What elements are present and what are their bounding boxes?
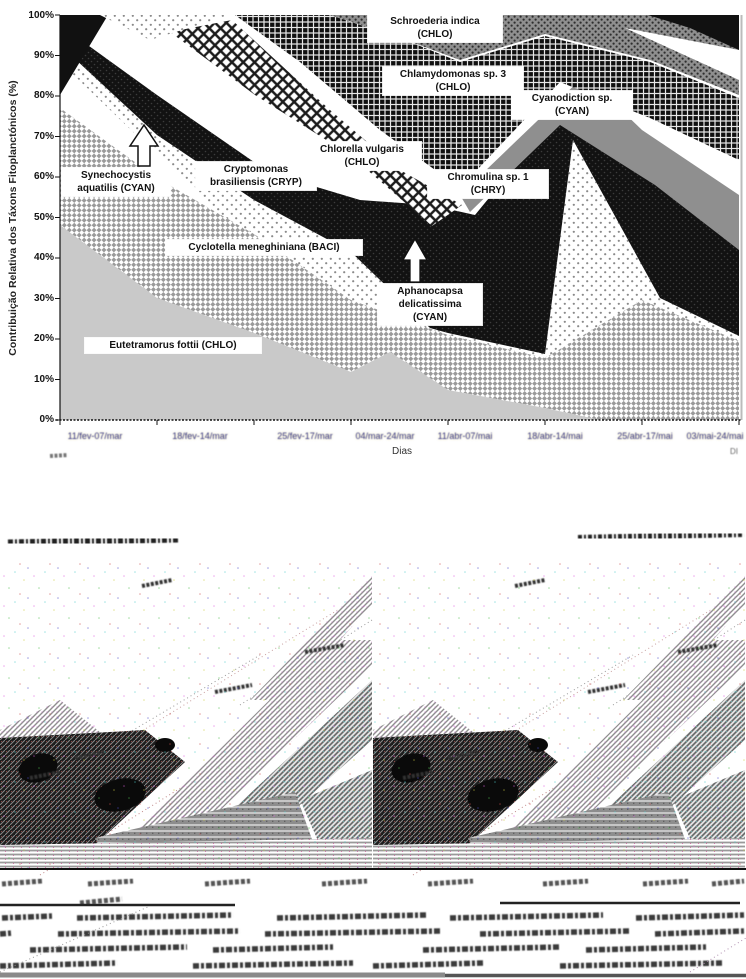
x-tick-2: 18/fev-14/mar [172,431,228,441]
y-tick-10: 10% [33,374,54,385]
x-tick-3: 25/fev-17/mar [277,431,333,441]
area-topright-black [648,15,739,50]
area-eutetramorus [60,225,739,420]
x-tick-5: 11/abr-07/mai [437,431,493,441]
label-chromulina: Chromulina sp. 1 (CHRY) [428,170,548,198]
legend-diagonal-right [689,937,746,973]
y-tick-50: 50% [33,212,54,223]
legend-diagonal-left [0,905,151,973]
area-cyclotella [60,108,739,420]
x-axis-title: Dias [392,446,413,457]
corrupted-legend-rows [0,912,745,969]
area-topleft-black [60,15,108,95]
area-cryptomonas [60,45,739,358]
area-chlamydomonas [235,15,739,188]
x-tick-1: 11/fev-07/mar [67,431,123,441]
x-tick-6: 18/abr-14/mai [527,431,583,441]
x-tick-marks [59,420,740,425]
corrupted-chart-canvas [0,531,746,978]
label-cyanodiction: Cyanodiction sp. (CYAN) [512,91,632,119]
edge-artifact-left-scribble [49,453,69,458]
edge-artifact-right: DI [730,447,738,456]
label-synechocystis: Synechocystis aquatilis (CYAN) [62,168,170,196]
label-cyclotella: Cyclotella meneghiniana (BACI) [166,240,362,255]
corrupted-heading-left [7,535,179,547]
area-topleft-dotted [100,15,230,40]
label-schroederia: Schroederia indica (CHLO) [368,14,502,42]
area-chlorella [170,20,462,226]
aphanocapsa-arrow-icon [401,237,429,283]
x-tick-7: 25/abr-17/mai [617,431,673,441]
x-tick-8: 03/mai-24/mai [686,431,744,441]
label-aphanocapsa: Aphanocapsa delicatissima (CYAN) [378,284,482,325]
y-tick-100: 100% [28,10,54,21]
corrupted-heading-right [577,531,745,541]
y-tick-60: 60% [33,171,54,182]
label-chlamydomonas: Chlamydomonas sp. 3 (CHLO) [383,67,523,95]
y-tick-30: 30% [33,293,54,304]
y-tick-80: 80% [33,90,54,101]
x-tick-4: 04/mar-24/mar [355,431,415,441]
y-tick-90: 90% [33,50,54,61]
label-chlorella: Chlorella vulgaris (CHLO) [303,142,421,170]
synechocystis-arrow-icon [128,123,160,167]
y-tick-marks [55,14,60,421]
y-tick-70: 70% [33,131,54,142]
corrupted-tick-labels [1,878,745,906]
jpeg-noise-overlay [0,560,746,870]
y-tick-20: 20% [33,333,54,344]
label-cryptomonas: Cryptomonas brasiliensis (CRYP) [196,162,316,190]
y-tick-40: 40% [33,252,54,263]
y-tick-0: 0% [39,414,54,425]
label-eutetramorus: Eutetramorus fottii (CHLO) [85,338,261,353]
area-topright-white [625,28,739,80]
stacked-area-plot [55,14,743,425]
